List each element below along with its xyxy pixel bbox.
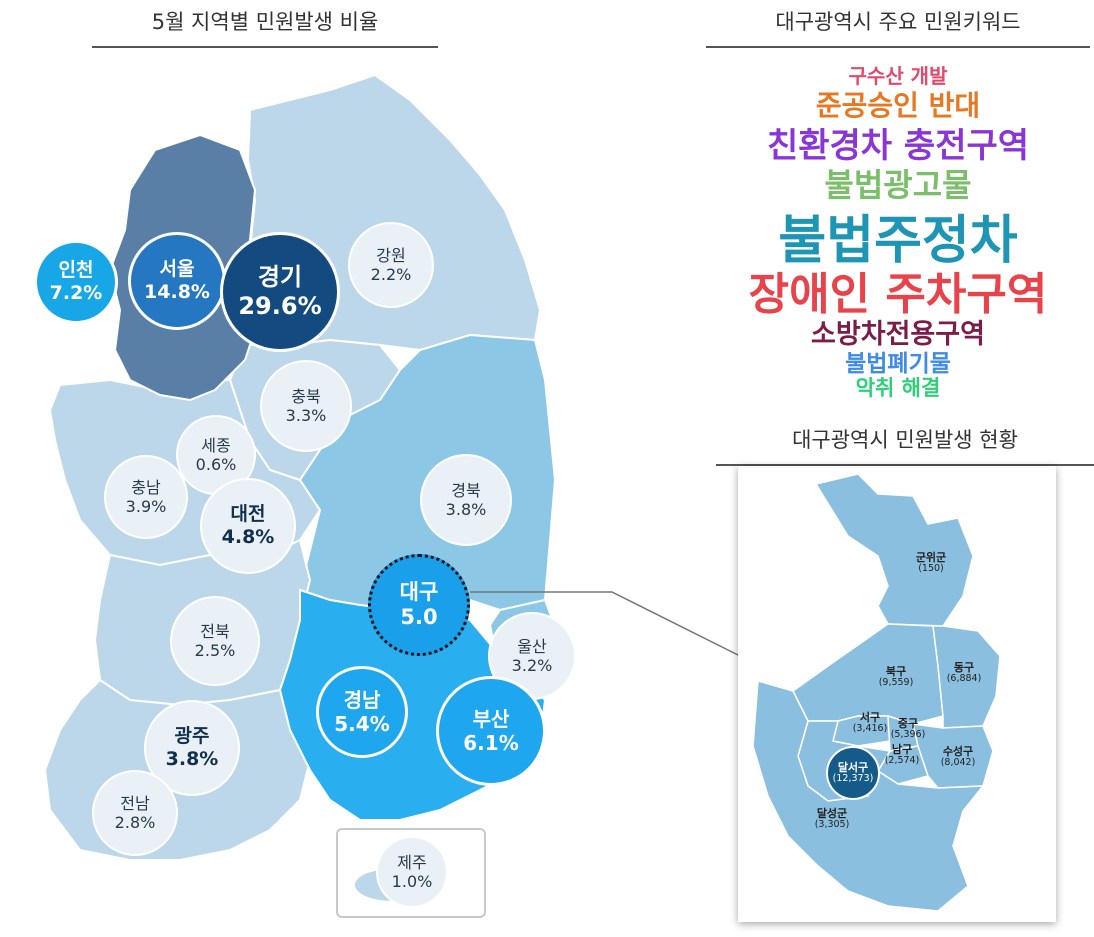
- region-value: 5.4%: [334, 712, 390, 736]
- keyword-item: 불법광고물: [824, 166, 972, 204]
- keyword-item: 구수산 개발: [848, 64, 948, 88]
- district-value: (12,373): [832, 772, 874, 784]
- region-name: 광주: [174, 725, 210, 748]
- region-name: 전남: [120, 793, 150, 813]
- keyword-item: 준공승인 반대: [815, 89, 981, 122]
- keyword-item: 소방차전용구역: [811, 319, 985, 350]
- district-value: (150): [918, 562, 944, 574]
- region-bubble-chungnam[interactable]: 충남 3.9%: [104, 455, 188, 539]
- region-value: 4.8%: [221, 526, 275, 548]
- keyword-item: 악취 해결: [855, 376, 941, 400]
- region-value: 29.6%: [238, 292, 322, 320]
- district-donggu-shape: [932, 625, 1001, 729]
- region-name: 경기: [257, 263, 303, 292]
- region-bubble-gangwon[interactable]: 강원 2.2%: [348, 222, 434, 308]
- district-label-donggu: 동구 (6,884): [934, 662, 994, 684]
- district-dalseong-shape: [752, 680, 985, 912]
- district-value: (9,559): [878, 676, 914, 688]
- region-name: 세종: [201, 435, 231, 455]
- region-name: 인천: [58, 259, 94, 282]
- region-name: 경남: [343, 688, 381, 712]
- daegu-district-map: 군위군 (150) 북구 (9,559) 동구 (6,884) 서구 (3,41…: [738, 466, 1056, 922]
- district-name: 달성군: [816, 807, 848, 820]
- region-value: 5.0: [400, 605, 438, 629]
- district-name: 중구: [897, 717, 919, 730]
- district-name: 북구: [885, 665, 907, 678]
- region-value: 14.8%: [144, 281, 210, 303]
- region-name: 울산: [517, 636, 547, 656]
- region-bubble-gyeonggi[interactable]: 경기 29.6%: [220, 232, 340, 352]
- daegu-title: 대구광역시 민원발생 현황: [716, 424, 1094, 466]
- region-bubble-daegu[interactable]: 대구 5.0: [368, 554, 470, 656]
- region-value: 2.8%: [114, 813, 156, 832]
- district-name: 서구: [859, 711, 881, 724]
- district-label-junggu: 중구 (5,396): [880, 718, 936, 740]
- region-name: 충남: [131, 477, 161, 497]
- region-value: 0.6%: [195, 455, 237, 474]
- district-value: (5,396): [890, 728, 926, 740]
- district-label-dalseong: 달성군 (3,305): [800, 808, 864, 830]
- district-label-dalseo: 달서구 (12,373): [826, 746, 880, 800]
- district-name: 동구: [953, 661, 975, 674]
- keyword-item: 친환경차 충전구역: [766, 126, 1030, 166]
- region-bubble-incheon[interactable]: 인천 7.2%: [34, 240, 118, 324]
- daegu-map-shapes: [752, 473, 1001, 912]
- region-name: 부산: [472, 707, 510, 731]
- district-name: 달서구: [837, 760, 869, 774]
- region-name: 강원: [376, 245, 406, 265]
- region-bubble-ulsan[interactable]: 울산 3.2%: [488, 612, 576, 700]
- district-value: (6,884): [946, 672, 982, 684]
- district-name: 수성구: [942, 745, 974, 758]
- map-title: 5월 지역별 민원발생 비율: [92, 6, 438, 48]
- region-value: 2.2%: [370, 265, 412, 284]
- district-name: 남구: [891, 743, 913, 756]
- district-label-gunwi: 군위군 (150): [896, 552, 966, 574]
- keyword-item: 불법주정차: [778, 211, 1018, 271]
- district-label-suseong: 수성구 (8,042): [926, 746, 990, 768]
- district-value: (3,305): [814, 818, 850, 830]
- region-value: 6.1%: [463, 731, 519, 755]
- region-value: 3.2%: [511, 656, 553, 675]
- district-label-seogu: 서구 (3,416): [842, 712, 898, 734]
- region-name: 경북: [451, 480, 481, 500]
- region-value: 3.9%: [125, 497, 167, 516]
- district-label-bukgu: 북구 (9,559): [866, 666, 926, 688]
- region-name: 서울: [159, 258, 195, 281]
- region-value: 3.8%: [165, 748, 219, 770]
- region-bubble-gwangju[interactable]: 광주 3.8%: [144, 700, 240, 796]
- region-bubble-gyeongnam[interactable]: 경남 5.4%: [316, 666, 408, 758]
- region-name: 대구: [399, 579, 439, 604]
- keyword-item: 불법폐기물: [845, 351, 951, 377]
- region-value: 3.8%: [445, 500, 487, 519]
- region-bubble-jeju[interactable]: 제주 1.0%: [376, 836, 448, 908]
- region-value: 7.2%: [49, 282, 103, 304]
- region-name: 충북: [291, 386, 321, 406]
- region-bubble-gyeongbuk[interactable]: 경북 3.8%: [420, 454, 512, 546]
- region-bubble-chungbuk[interactable]: 충북 3.3%: [260, 360, 352, 452]
- district-label-namgu: 남구 (2,574): [874, 744, 930, 766]
- region-name: 대전: [230, 503, 266, 526]
- region-name: 전북: [200, 621, 230, 641]
- district-name: 군위군: [915, 551, 947, 564]
- district-value: (3,416): [852, 722, 888, 734]
- region-bubble-daejeon[interactable]: 대전 4.8%: [200, 478, 296, 574]
- region-bubble-jeonnam[interactable]: 전남 2.8%: [92, 770, 178, 856]
- region-bubble-jeonbuk[interactable]: 전북 2.5%: [170, 596, 260, 686]
- district-value: (8,042): [940, 756, 976, 768]
- keyword-title: 대구광역시 주요 민원키워드: [706, 6, 1090, 48]
- region-value: 3.3%: [285, 406, 327, 425]
- keyword-item: 장애인 주차구역: [748, 269, 1048, 320]
- district-gunwi-shape: [814, 473, 974, 627]
- region-name: 제주: [397, 852, 427, 872]
- region-bubble-busan[interactable]: 부산 6.1%: [436, 676, 546, 786]
- region-value: 1.0%: [391, 872, 433, 891]
- district-value: (2,574): [884, 754, 920, 766]
- region-value: 2.5%: [194, 641, 236, 660]
